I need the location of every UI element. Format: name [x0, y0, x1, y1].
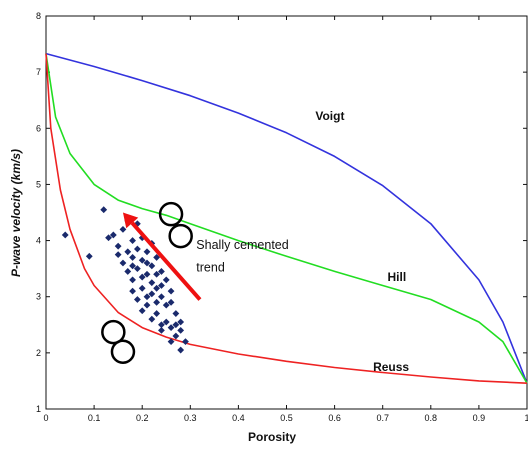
data-point	[177, 327, 185, 334]
data-point	[138, 234, 146, 242]
data-point	[172, 310, 180, 317]
curve-voigt	[45, 52, 528, 384]
x-tick-label: 1	[524, 413, 528, 423]
data-point	[162, 301, 170, 309]
curve-reuss	[45, 53, 528, 384]
data-point	[133, 245, 141, 253]
data-point	[61, 231, 69, 239]
y-tick-label: 2	[36, 348, 41, 358]
data-point	[138, 256, 146, 264]
data-point	[158, 293, 165, 301]
data-point	[129, 254, 136, 261]
data-point	[162, 276, 170, 284]
plot-frame	[45, 15, 528, 410]
curve-label-voigt: Voigt	[315, 109, 344, 123]
data-point	[119, 225, 127, 233]
x-axis-title: Porosity	[248, 430, 296, 444]
x-tick-label: 0.1	[88, 413, 101, 423]
trend-arrow-head	[122, 212, 139, 229]
data-point	[143, 270, 151, 278]
x-tick-label: 0.6	[328, 413, 341, 423]
data-point	[153, 284, 161, 292]
circle-marker	[168, 223, 193, 249]
y-tick-label: 8	[36, 11, 41, 21]
data-point	[167, 287, 175, 295]
data-point	[172, 321, 180, 329]
data-point	[153, 270, 161, 278]
data-point	[129, 287, 136, 295]
y-tick-label: 7	[36, 67, 41, 77]
y-tick-label: 5	[36, 179, 41, 189]
data-point	[153, 254, 161, 261]
y-tick-label: 1	[36, 404, 41, 414]
annotation-text: trend	[196, 260, 225, 274]
data-point	[167, 298, 175, 306]
data-point	[138, 284, 146, 292]
data-point	[129, 237, 136, 244]
curve-label-reuss: Reuss	[373, 360, 409, 374]
data-point	[114, 251, 122, 259]
y-tick-label: 6	[36, 123, 41, 133]
data-point	[143, 301, 151, 309]
curve-label-hill: Hill	[388, 270, 407, 284]
data-point	[148, 262, 156, 270]
data-point	[124, 268, 132, 275]
plot-area: 0 0.1 0.2 0.3 0.4 0.5 0.6 0.7 0.8 0.9 1 1 2 3 4 5 6 7 8 Voi…	[36, 11, 528, 423]
data-point	[138, 273, 146, 281]
circle-marker	[101, 319, 126, 345]
data-point	[124, 248, 132, 256]
data-point	[148, 315, 156, 323]
x-tick-label: 0.4	[232, 413, 245, 423]
data-point	[100, 206, 108, 214]
data-point	[129, 262, 136, 270]
data-point	[138, 307, 146, 315]
data-point	[109, 231, 117, 239]
data-point	[148, 279, 156, 287]
data-point	[177, 318, 185, 326]
data-point	[148, 290, 156, 298]
x-tick-label: 0.2	[136, 413, 149, 423]
data-point	[153, 310, 161, 317]
circle-marker	[158, 201, 184, 227]
data-point	[119, 259, 127, 267]
data-point	[158, 268, 165, 275]
data-point	[167, 338, 175, 346]
data-point	[85, 252, 93, 260]
data-point	[133, 296, 141, 303]
data-point	[133, 265, 141, 273]
data-point	[143, 259, 151, 267]
data-point	[158, 282, 165, 289]
data-point	[182, 338, 189, 346]
circle-marker	[110, 339, 136, 364]
data-point	[129, 276, 136, 284]
y-tick-label: 3	[36, 292, 41, 302]
annotation-text: Shally cemented	[196, 238, 288, 252]
y-axis-title: P-wave velocity (km/s)	[9, 149, 23, 277]
data-point	[153, 298, 161, 306]
data-point	[172, 332, 180, 340]
x-tick-label: 0.5	[280, 413, 293, 423]
data-point	[158, 321, 165, 329]
curve-hill	[45, 53, 528, 384]
x-tick-label: 0.8	[425, 413, 438, 423]
x-tick-label: 0.7	[376, 413, 389, 423]
data-point	[167, 324, 175, 331]
y-tick-label: 4	[36, 236, 41, 246]
data-point	[114, 242, 122, 250]
trend-arrow-shaft	[130, 221, 202, 301]
data-point	[143, 293, 151, 301]
data-point	[143, 248, 151, 256]
data-point	[177, 346, 185, 354]
x-tick-label: 0.3	[184, 413, 197, 423]
data-point	[158, 327, 165, 334]
data-point	[162, 318, 170, 326]
x-tick-label: 0	[43, 413, 48, 423]
x-tick-label: 0.9	[473, 413, 486, 423]
data-point	[105, 234, 112, 242]
